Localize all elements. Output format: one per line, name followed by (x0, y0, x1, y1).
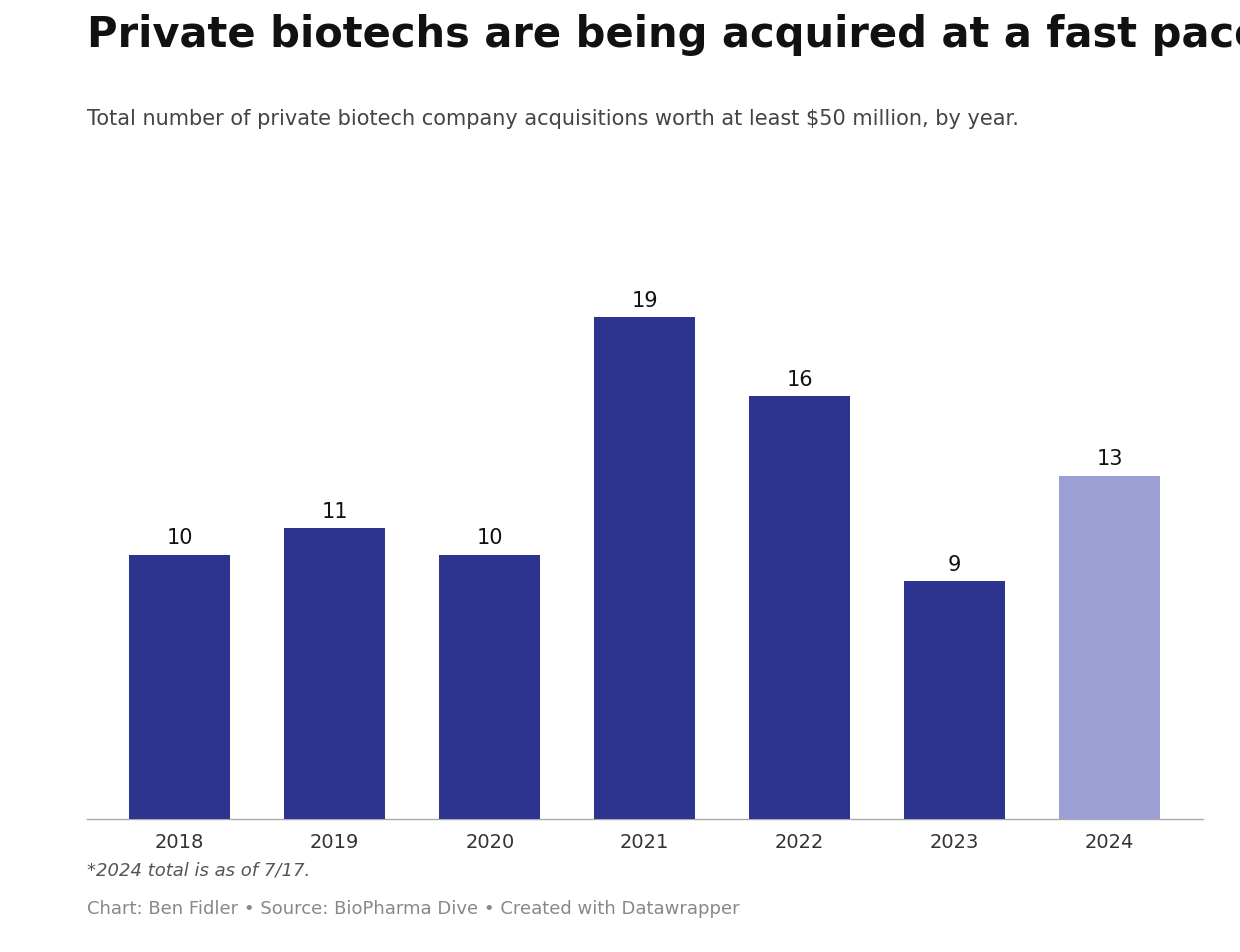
Text: 13: 13 (1096, 449, 1123, 469)
Text: 11: 11 (321, 502, 348, 522)
Text: Private biotechs are being acquired at a fast pace in 2024: Private biotechs are being acquired at a… (87, 14, 1240, 56)
Text: 16: 16 (786, 369, 813, 389)
Bar (594, 317, 696, 819)
Text: Total number of private biotech company acquisitions worth at least $50 million,: Total number of private biotech company … (87, 109, 1019, 129)
Bar (1059, 476, 1161, 819)
Text: 19: 19 (631, 290, 658, 310)
Text: 10: 10 (476, 528, 503, 548)
Bar (749, 396, 851, 819)
Bar (129, 555, 231, 819)
Text: Chart: Ben Fidler • Source: BioPharma Dive • Created with Datawrapper: Chart: Ben Fidler • Source: BioPharma Di… (87, 900, 739, 918)
Bar (284, 528, 386, 819)
Bar (904, 581, 1006, 819)
Text: 9: 9 (949, 555, 961, 575)
Bar (439, 555, 541, 819)
Text: 10: 10 (166, 528, 193, 548)
Text: *2024 total is as of 7/17.: *2024 total is as of 7/17. (87, 862, 310, 880)
